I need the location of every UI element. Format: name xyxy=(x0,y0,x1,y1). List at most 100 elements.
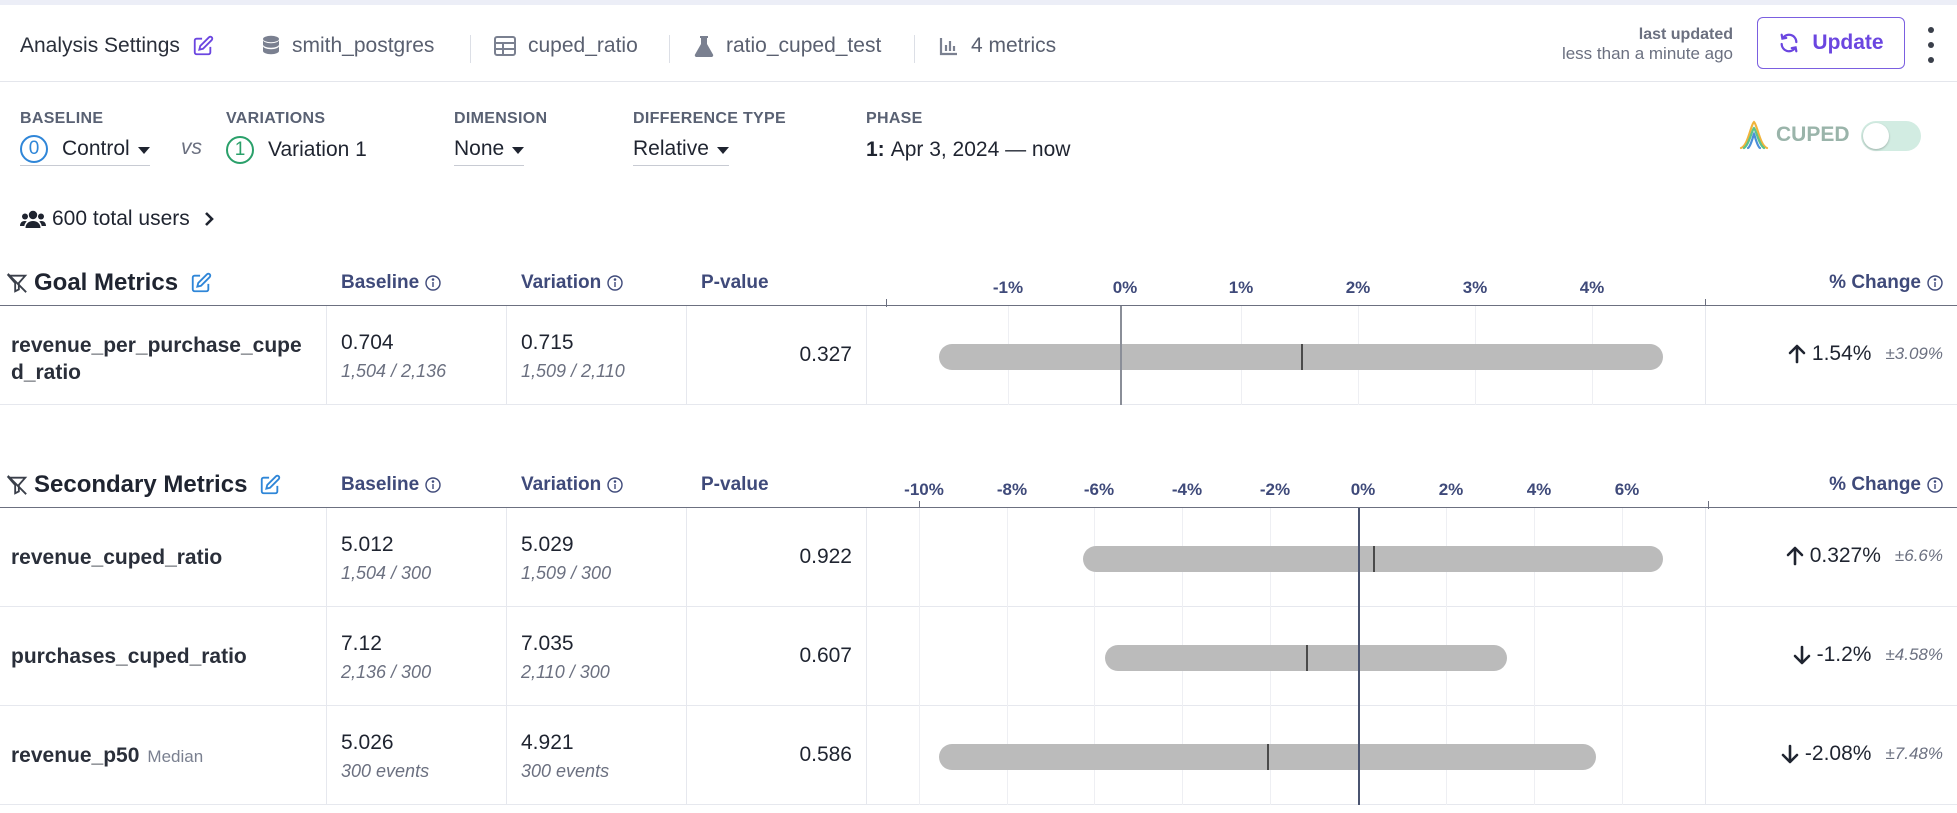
total-users-link[interactable]: 600 total users xyxy=(20,204,214,234)
variations-select[interactable]: 1 Variation 1 xyxy=(226,133,367,166)
column-divider xyxy=(326,706,327,805)
baseline-fraction: 1,504 / 2,136 xyxy=(341,361,447,381)
dimension-label: DIMENSION xyxy=(454,110,548,127)
percent-change: 1.54% ±3.09% xyxy=(1788,342,1943,366)
axis-tick: -6% xyxy=(1083,480,1115,499)
edit-icon[interactable] xyxy=(192,35,214,57)
update-button[interactable]: Update xyxy=(1757,17,1905,69)
axis-tick: 0% xyxy=(1112,278,1138,297)
info-icon[interactable] xyxy=(607,275,623,291)
ci-chart xyxy=(886,306,1706,405)
table-row[interactable]: purchases_cuped_ratio 7.12 2,136 / 300 7… xyxy=(0,607,1957,706)
pvalue: 0.607 xyxy=(799,644,852,667)
axis-tick: 0% xyxy=(1350,480,1376,499)
column-divider xyxy=(866,306,867,405)
grid-line xyxy=(1534,607,1535,706)
grid-line xyxy=(1622,607,1623,706)
change-column-label: % Change xyxy=(1829,272,1921,293)
variation-column-header: Variation xyxy=(521,272,623,294)
variation-column-header: Variation xyxy=(521,474,623,496)
header-divider xyxy=(914,35,915,63)
metric-name[interactable]: revenue_cuped_ratio xyxy=(11,546,223,569)
column-divider xyxy=(326,508,327,607)
total-users-label: 600 total users xyxy=(52,207,190,230)
users-icon xyxy=(20,210,46,228)
phase-select[interactable]: 1: Apr 3, 2024 — now xyxy=(866,133,1070,166)
pvalue: 0.922 xyxy=(799,545,852,568)
secondary-metrics-label: Secondary Metrics xyxy=(34,471,248,498)
metric-name[interactable]: revenue_per_purchase_cupe d_ratio xyxy=(11,332,302,386)
dimension-select[interactable]: None xyxy=(454,133,525,166)
table-row[interactable]: revenue_p50 Median 5.026 300 events 4.921… xyxy=(0,706,1957,805)
baseline-value: 7.12 xyxy=(341,632,382,655)
toggle-knob xyxy=(1863,123,1889,149)
zero-line xyxy=(1358,508,1360,607)
difference-type-select[interactable]: Relative xyxy=(633,133,729,166)
baseline-column-header: Baseline xyxy=(341,272,441,294)
datasource-item[interactable]: smith_postgres xyxy=(262,29,434,63)
variation-fraction: 300 events xyxy=(521,761,610,781)
zero-line xyxy=(1120,306,1122,405)
info-icon[interactable] xyxy=(1927,275,1943,291)
secondary-metrics-title: Secondary Metrics xyxy=(6,470,281,500)
info-icon[interactable] xyxy=(425,275,441,291)
difference-type-value: Relative xyxy=(633,137,709,160)
percent-change: -1.2% ±4.58% xyxy=(1793,643,1943,667)
axis-tick: 1% xyxy=(1228,278,1254,297)
table-row[interactable]: revenue_cuped_ratio 5.012 1,504 / 300 5.… xyxy=(0,508,1957,607)
arrow-down-icon xyxy=(1781,744,1799,764)
edit-icon[interactable] xyxy=(190,272,212,294)
baseline-column-label: Baseline xyxy=(341,272,420,293)
analysis-settings-title[interactable]: Analysis Settings xyxy=(20,29,214,63)
baseline-column-header: Baseline xyxy=(341,474,441,496)
metric-name[interactable]: purchases_cuped_ratio xyxy=(11,645,247,668)
metric-name[interactable]: revenue_p50 Median xyxy=(11,742,203,770)
metrics-count-item[interactable]: 4 metrics xyxy=(939,29,1056,63)
arrow-down-icon xyxy=(1793,645,1810,665)
cuped-toggle[interactable] xyxy=(1861,121,1921,151)
axis-tick: -4% xyxy=(1171,480,1203,499)
column-divider xyxy=(1705,607,1706,706)
column-divider xyxy=(686,607,687,706)
goal-metrics-header: Goal Metrics Baseline Variation P-value … xyxy=(0,262,1957,307)
baseline-fraction: 300 events xyxy=(341,761,430,781)
edit-icon[interactable] xyxy=(259,474,281,496)
axis-edge xyxy=(1705,299,1706,307)
database-icon xyxy=(263,35,279,55)
variations-label: VARIATIONS xyxy=(226,110,326,127)
baseline-value: 5.012 xyxy=(341,533,394,556)
axis-tick: -10% xyxy=(904,480,944,499)
pvalue-column-header: P-value xyxy=(701,272,769,294)
confidence-interval-value: ±3.09% xyxy=(1885,344,1943,363)
table-row[interactable]: revenue_per_purchase_cupe d_ratio 0.704 … xyxy=(0,306,1957,405)
more-options-icon[interactable] xyxy=(1924,27,1938,63)
percent-change-value: -1.2% xyxy=(1816,643,1872,666)
caret-down-icon xyxy=(716,146,729,154)
info-icon[interactable] xyxy=(607,477,623,493)
baseline-select[interactable]: 0 Control xyxy=(20,133,150,166)
filter-off-icon[interactable] xyxy=(6,474,28,496)
pvalue: 0.586 xyxy=(799,743,852,766)
info-icon[interactable] xyxy=(1927,477,1943,493)
filter-off-icon[interactable] xyxy=(6,272,28,294)
variation-fraction: 1,509 / 2,110 xyxy=(521,361,625,381)
experiment-item[interactable]: ratio_cuped_test xyxy=(694,29,881,63)
baseline-value: 5.026 xyxy=(341,731,394,754)
column-divider xyxy=(866,706,867,805)
info-icon[interactable] xyxy=(425,477,441,493)
secondary-axis: -10% -8% -6% -4% -2% 0% 2% 4% 6% xyxy=(886,464,1709,509)
phase-number: 1: xyxy=(866,137,885,161)
difference-type-label: DIFFERENCE TYPE xyxy=(633,110,786,127)
variation-column-label: Variation xyxy=(521,474,602,495)
variation-value: 4.921 xyxy=(521,731,574,754)
caret-down-icon xyxy=(512,146,525,154)
variation-value: 5.029 xyxy=(521,533,574,556)
arrow-up-icon xyxy=(1786,546,1803,566)
baseline-value: 0.704 xyxy=(341,331,394,354)
analysis-header: Analysis Settings smith_postgres cuped_r… xyxy=(0,5,1957,82)
pvalue-column-label: P-value xyxy=(701,272,769,293)
table-item[interactable]: cuped_ratio xyxy=(494,29,638,63)
column-divider xyxy=(1705,706,1706,805)
goal-metrics-label: Goal Metrics xyxy=(34,269,179,296)
grid-line xyxy=(1622,706,1623,805)
